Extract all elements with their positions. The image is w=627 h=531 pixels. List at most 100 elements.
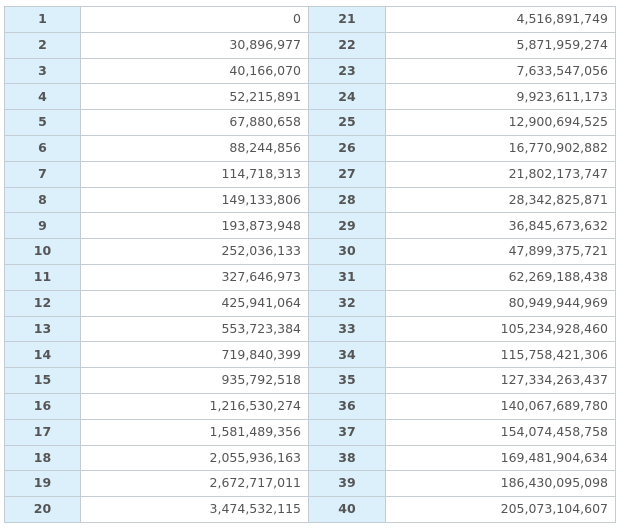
left-value-cell: 425,941,064 (80, 289, 309, 317)
left-index-cell: 15 (4, 367, 81, 394)
left-value-cell: 149,133,806 (80, 186, 309, 214)
right-index-cell: 24 (308, 83, 386, 111)
value-table-body: 1 0 21 4,516,891,749 2 30,896,977 22 5,8… (4, 6, 616, 523)
left-value-cell: 935,792,518 (80, 367, 309, 394)
right-index-cell: 29 (308, 212, 386, 240)
right-index-cell: 33 (308, 315, 386, 343)
right-value-cell: 115,758,421,306 (385, 341, 616, 369)
left-index-cell: 19 (4, 470, 81, 498)
right-index-cell: 38 (308, 444, 386, 472)
table-row: 13 553,723,384 33 105,234,928,460 (4, 315, 616, 343)
table-row: 3 40,166,070 23 7,633,547,056 (4, 57, 616, 85)
table-row: 8 149,133,806 28 28,342,825,871 (4, 186, 616, 214)
right-index-cell: 30 (308, 238, 386, 265)
left-value-cell: 40,166,070 (80, 57, 309, 85)
table-row: 20 3,474,532,115 40 205,073,104,607 (4, 496, 616, 523)
left-value-cell: 193,873,948 (80, 212, 309, 240)
table-row: 14 719,840,399 34 115,758,421,306 (4, 341, 616, 369)
right-index-cell: 40 (308, 496, 386, 523)
left-index-cell: 18 (4, 444, 81, 472)
left-index-cell: 5 (4, 109, 81, 136)
table-row: 2 30,896,977 22 5,871,959,274 (4, 31, 616, 59)
right-index-cell: 23 (308, 57, 386, 85)
left-index-cell: 16 (4, 392, 81, 420)
right-value-cell: 28,342,825,871 (385, 186, 616, 214)
right-value-cell: 154,074,458,758 (385, 418, 616, 446)
left-value-cell: 52,215,891 (80, 83, 309, 111)
left-index-cell: 6 (4, 134, 81, 162)
right-index-cell: 26 (308, 134, 386, 162)
right-value-cell: 105,234,928,460 (385, 315, 616, 343)
left-value-cell: 2,055,936,163 (80, 444, 309, 472)
right-value-cell: 80,949,944,969 (385, 289, 616, 317)
right-index-cell: 25 (308, 109, 386, 136)
right-index-cell: 32 (308, 289, 386, 317)
right-index-cell: 39 (308, 470, 386, 498)
right-value-cell: 205,073,104,607 (385, 496, 616, 523)
right-value-cell: 7,633,547,056 (385, 57, 616, 85)
left-value-cell: 1,581,489,356 (80, 418, 309, 446)
right-index-cell: 27 (308, 160, 386, 188)
table-row: 4 52,215,891 24 9,923,611,173 (4, 83, 616, 111)
left-value-cell: 553,723,384 (80, 315, 309, 343)
left-value-cell: 88,244,856 (80, 134, 309, 162)
right-value-cell: 36,845,673,632 (385, 212, 616, 240)
table-row: 11 327,646,973 31 62,269,188,438 (4, 263, 616, 291)
left-value-cell: 719,840,399 (80, 341, 309, 369)
left-value-cell: 67,880,658 (80, 109, 309, 136)
table-row: 6 88,244,856 26 16,770,902,882 (4, 134, 616, 162)
left-index-cell: 4 (4, 83, 81, 111)
left-index-cell: 2 (4, 31, 81, 59)
right-value-cell: 186,430,095,098 (385, 470, 616, 498)
left-index-cell: 20 (4, 496, 81, 523)
left-value-cell: 3,474,532,115 (80, 496, 309, 523)
left-value-cell: 1,216,530,274 (80, 392, 309, 420)
right-index-cell: 34 (308, 341, 386, 369)
left-value-cell: 30,896,977 (80, 31, 309, 59)
table-row: 5 67,880,658 25 12,900,694,525 (4, 109, 616, 136)
table-row: 1 0 21 4,516,891,749 (4, 6, 616, 33)
table-row: 19 2,672,717,011 39 186,430,095,098 (4, 470, 616, 498)
left-value-cell: 2,672,717,011 (80, 470, 309, 498)
right-value-cell: 47,899,375,721 (385, 238, 616, 265)
right-index-cell: 36 (308, 392, 386, 420)
table-row: 18 2,055,936,163 38 169,481,904,634 (4, 444, 616, 472)
right-value-cell: 21,802,173,747 (385, 160, 616, 188)
left-index-cell: 11 (4, 263, 81, 291)
right-value-cell: 62,269,188,438 (385, 263, 616, 291)
left-index-cell: 3 (4, 57, 81, 85)
left-index-cell: 14 (4, 341, 81, 369)
table-row: 9 193,873,948 29 36,845,673,632 (4, 212, 616, 240)
left-index-cell: 7 (4, 160, 81, 188)
left-index-cell: 1 (4, 6, 81, 33)
right-value-cell: 9,923,611,173 (385, 83, 616, 111)
left-value-cell: 114,718,313 (80, 160, 309, 188)
table-row: 7 114,718,313 27 21,802,173,747 (4, 160, 616, 188)
left-value-cell: 252,036,133 (80, 238, 309, 265)
right-index-cell: 31 (308, 263, 386, 291)
right-index-cell: 21 (308, 6, 386, 33)
left-index-cell: 9 (4, 212, 81, 240)
right-index-cell: 35 (308, 367, 386, 394)
right-index-cell: 22 (308, 31, 386, 59)
right-index-cell: 37 (308, 418, 386, 446)
right-value-cell: 5,871,959,274 (385, 31, 616, 59)
table-row: 10 252,036,133 30 47,899,375,721 (4, 238, 616, 265)
value-table: 1 0 21 4,516,891,749 2 30,896,977 22 5,8… (4, 6, 616, 523)
table-row: 12 425,941,064 32 80,949,944,969 (4, 289, 616, 317)
right-value-cell: 16,770,902,882 (385, 134, 616, 162)
left-index-cell: 13 (4, 315, 81, 343)
right-value-cell: 169,481,904,634 (385, 444, 616, 472)
right-value-cell: 127,334,263,437 (385, 367, 616, 394)
left-value-cell: 327,646,973 (80, 263, 309, 291)
left-index-cell: 8 (4, 186, 81, 214)
right-value-cell: 140,067,689,780 (385, 392, 616, 420)
right-index-cell: 28 (308, 186, 386, 214)
table-row: 17 1,581,489,356 37 154,074,458,758 (4, 418, 616, 446)
table-row: 16 1,216,530,274 36 140,067,689,780 (4, 392, 616, 420)
left-value-cell: 0 (80, 6, 309, 33)
right-value-cell: 4,516,891,749 (385, 6, 616, 33)
right-value-cell: 12,900,694,525 (385, 109, 616, 136)
left-index-cell: 10 (4, 238, 81, 265)
table-row: 15 935,792,518 35 127,334,263,437 (4, 367, 616, 394)
